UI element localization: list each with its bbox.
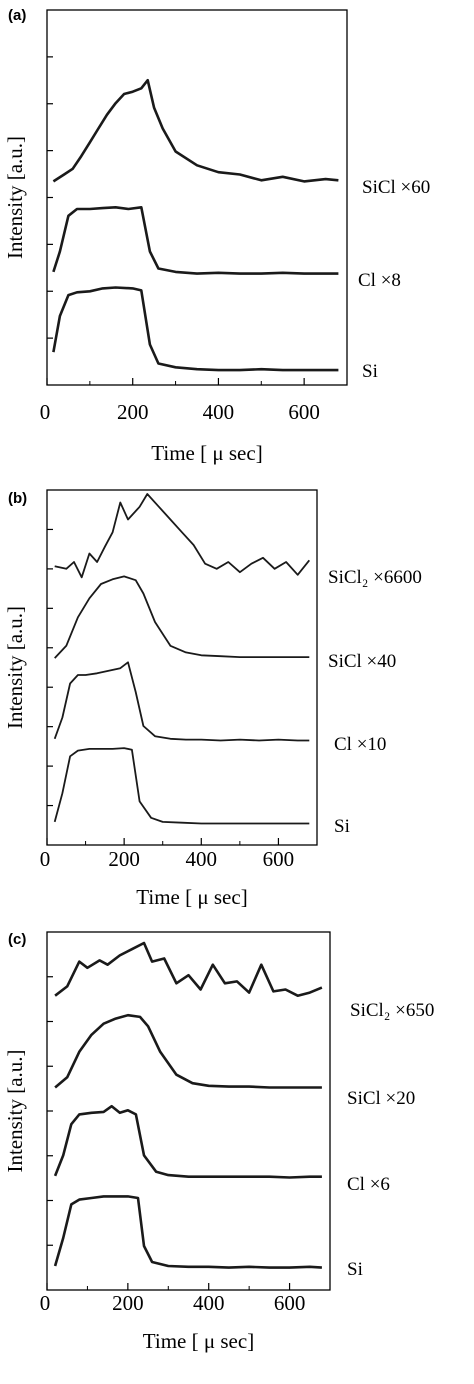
series-label-sicl: SiCl ×40 [328,651,396,672]
series-label-sicl2: SiCl₂ ×650 [350,1000,434,1021]
x-tick-label: 0 [40,847,51,871]
y-axis-label: Intensity [a.u.] [3,136,27,259]
x-axis-label: Time [ μ sec] [143,1329,254,1353]
x-tick-label: 400 [186,847,218,871]
x-tick-label: 400 [193,1291,225,1315]
series-line-cl [53,1104,322,1179]
panel-label: (c) [8,931,26,948]
series-label-sicl: SiCl ×60 [362,177,430,198]
x-axis-label: Time [ μ sec] [151,441,262,465]
chart-panel-1: (a) 0 200 400 600 Intensity [a.u.] Time [ μ se… [3,7,430,465]
x-tick-label: 400 [203,400,235,424]
x-axis-label: Time [ μ sec] [136,885,247,909]
plot-frame [46,931,331,1291]
x-tick-label: 0 [40,400,51,424]
x-tick-label: 200 [112,1291,144,1315]
x-tick-label: 600 [288,400,320,424]
series-label-sicl: SiCl ×20 [347,1088,415,1109]
x-tick-label: 200 [108,847,140,871]
panel-label: (b) [8,490,27,507]
x-tick-label: 600 [274,1291,306,1315]
series-label-si: Si [347,1259,363,1280]
series-line-sicl [52,78,339,183]
series-label-si: Si [334,816,350,837]
series-label-si: Si [362,361,378,382]
series-line-si [53,1195,322,1269]
x-tick-label: 200 [117,400,149,424]
series-label-cl: Cl ×10 [334,734,386,755]
series-line-cl [52,206,339,275]
series-line-si [52,286,339,372]
series-line-cl [53,661,310,742]
series-line-sicl2 [54,941,323,998]
series-line-si [53,747,310,825]
series-label-cl: Cl ×6 [347,1174,390,1195]
x-tick-label: 600 [263,847,295,871]
chart-panel-2: (b) 0 200 400 600 Intensity [a.u.] Time [ μ se… [3,489,422,909]
series-label-sicl2: SiCl₂ ×6600 [328,567,422,588]
chart-panel-3: (c) 0 200 400 600 Intensity [a.u.] Time [ μ se… [3,931,434,1353]
series-line-sicl [54,575,310,659]
series-label-cl: Cl ×8 [358,270,401,291]
y-axis-label: Intensity [a.u.] [3,1049,27,1172]
x-tick-label: 0 [40,1291,51,1315]
series-line-sicl2 [54,493,311,579]
series-line-sicl [54,1013,322,1089]
plot-frame [46,9,348,386]
panel-label: (a) [8,7,26,24]
plot-frame [46,489,318,846]
y-axis-label: Intensity [a.u.] [3,606,27,729]
